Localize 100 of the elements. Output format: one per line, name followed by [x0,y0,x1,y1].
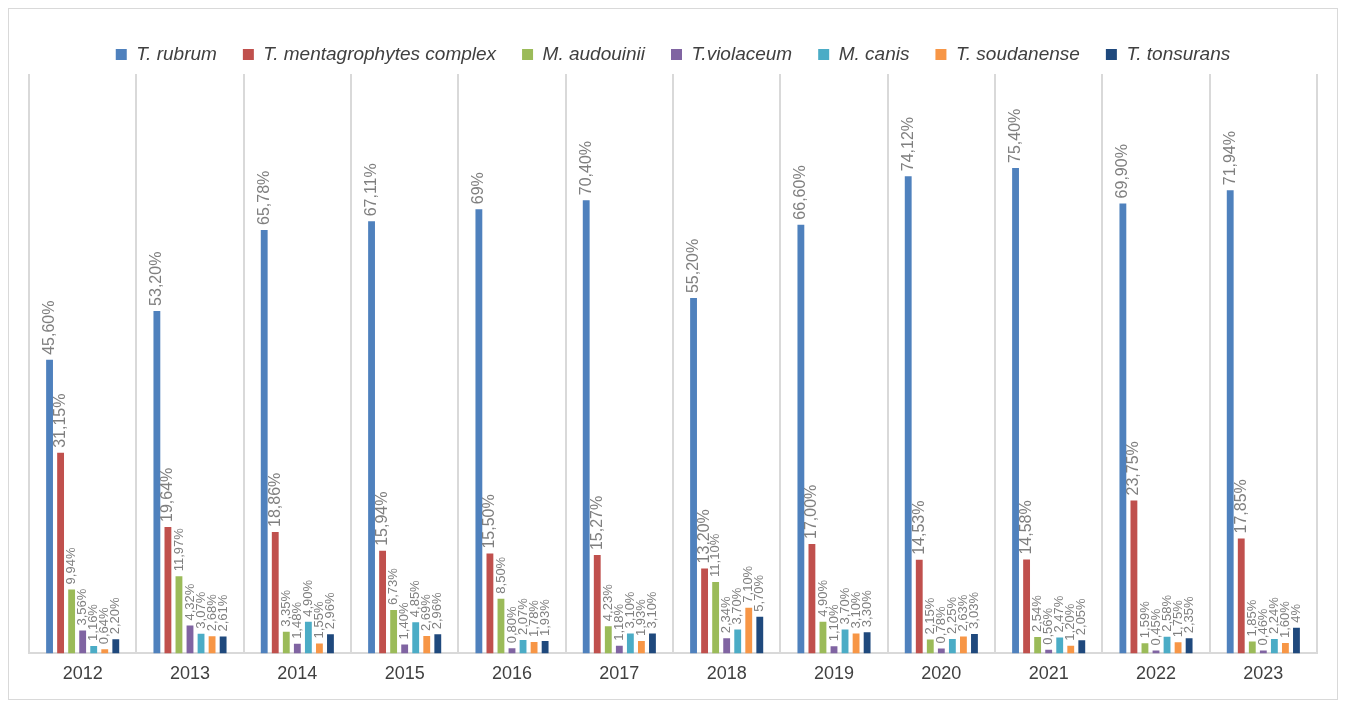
bar [723,638,731,654]
data-label: 6,73% [385,567,401,606]
bar [423,636,431,654]
bar [530,641,538,654]
bar [604,626,612,654]
bar [649,633,656,654]
bar [219,636,227,654]
data-label: 17,85% [1231,479,1249,534]
data-label: 14,53% [909,500,927,555]
x-tick-label: 2013 [169,663,211,684]
data-label: 71,94% [1220,131,1238,186]
legend-label: T. rubrum [136,42,217,64]
data-label: 45,60% [39,300,57,355]
bar [1023,559,1031,654]
x-tick-label: 2012 [62,663,103,684]
x-tick-label: 2016 [491,663,533,684]
bar [863,632,871,654]
bar [46,359,53,654]
bar [1248,641,1256,654]
bar [1012,167,1019,654]
bar [327,634,334,654]
bar [315,643,323,654]
data-label: 11,97% [170,527,186,572]
bar [260,229,268,654]
bar [1034,637,1042,654]
bar [915,559,923,654]
bar [626,633,634,654]
bar [1130,500,1138,654]
bar [959,636,967,654]
x-tick-label: 2015 [384,663,425,684]
data-label: 31,15% [50,393,68,448]
x-tick-label: 2014 [277,663,318,684]
bar [701,568,709,654]
bar [57,452,65,654]
bar [368,221,375,654]
bar [164,526,172,654]
legend-label: M. audouinii [542,42,646,64]
bar [797,224,805,654]
bar [1174,642,1182,654]
data-label: 69% [469,172,487,205]
bar [690,298,697,654]
bar [153,310,161,654]
bar [637,640,645,654]
x-tick-label: 2023 [1243,663,1284,684]
bar [948,638,956,654]
data-label: 19,64% [158,467,176,522]
x-tick-label: 2017 [599,663,640,684]
x-tick-label: 2022 [1135,663,1177,684]
bar [1237,538,1245,654]
data-label: 15,94% [372,491,390,546]
bar [745,607,753,654]
bar [79,630,87,654]
bar [271,531,279,654]
x-tick-label: 2018 [706,663,747,684]
bar [852,633,860,654]
data-label: 8,50% [492,556,508,594]
legend-label: T. tonsurans [1126,42,1231,64]
data-label: 4,90% [814,579,830,617]
data-label: 70,40% [576,140,594,196]
bar [112,639,120,654]
legend-label: T. mentagrophytes complex [263,42,498,64]
bar [475,209,483,654]
bar [1078,640,1086,654]
bar [401,644,409,654]
x-tick-label: 2020 [921,663,962,684]
bar [756,616,764,654]
data-label: 75,40% [1005,108,1023,163]
bar [1281,643,1289,654]
bar [379,550,387,654]
bar [926,639,934,654]
bar [971,633,978,654]
bar [582,200,590,654]
legend-label: M. canis [838,42,910,64]
data-label: 53,20% [147,251,165,306]
bar [904,176,912,654]
data-label: 23,75% [1124,441,1142,496]
data-label: 14,58% [1016,500,1034,555]
data-label: 67,11% [361,163,379,217]
bar [937,648,945,654]
bar [282,631,290,654]
bar [293,643,301,654]
bar [390,610,398,654]
data-label: 15,27% [587,495,605,551]
x-tick-label: 2021 [1028,663,1069,684]
bar [541,640,549,654]
bar [808,543,816,654]
data-label: 9,94% [63,547,79,585]
bar [712,581,720,654]
bar [593,555,601,654]
bar [1226,190,1234,654]
data-label: 15,50% [480,494,498,549]
data-label: 18,86% [265,472,283,527]
bar [304,621,312,654]
data-label: 4% [1288,603,1304,623]
bar [1185,638,1193,654]
data-label: 17,00% [802,484,820,539]
bar [1259,650,1267,654]
bar [208,636,216,654]
bar [68,589,76,654]
bar [1270,638,1278,654]
